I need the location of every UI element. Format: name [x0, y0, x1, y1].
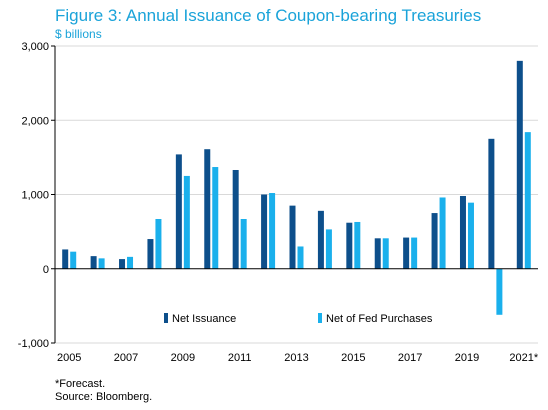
bars [62, 60, 531, 315]
bar-net-of-fed-2014 [325, 229, 332, 269]
bar-net-issuance-2014 [317, 210, 324, 269]
bar-net-issuance-2015 [346, 222, 353, 269]
x-tick-label: 2009 [171, 352, 195, 364]
bar-net-issuance-2019 [459, 195, 466, 269]
bar-net-of-fed-2011 [240, 219, 247, 269]
y-tick-label: 0 [43, 264, 49, 276]
bar-net-issuance-2007 [119, 259, 126, 269]
legend-swatch-net-of-fed [318, 313, 322, 323]
footnote-source: Source: Bloomberg. [55, 391, 153, 403]
axes [51, 45, 538, 344]
y-tick-label: 2,000 [21, 115, 49, 127]
bar-net-of-fed-2010 [212, 167, 219, 269]
x-tick-label: 2021* [509, 352, 538, 364]
x-tick-label: 2015 [341, 352, 365, 364]
bar-net-issuance-2018 [431, 213, 438, 269]
legend-label-net-of-fed: Net of Fed Purchases [326, 313, 433, 325]
legend-swatch-net-issuance [164, 313, 168, 323]
footnote-forecast: *Forecast. [55, 378, 106, 390]
bar-net-issuance-2021 [516, 60, 523, 269]
x-tick-labels: 2005 2007 2009 2011 2013 2015 2017 2019 2021* [57, 352, 539, 364]
y-tick-labels: -1,000 0 1,000 2,000 3,000 [18, 41, 49, 350]
x-tick-label: 2005 [57, 352, 81, 364]
bar-net-of-fed-2006 [98, 258, 105, 269]
bar-net-issuance-2012 [261, 194, 268, 269]
x-tick-label: 2011 [228, 352, 252, 364]
x-tick-label: 2013 [284, 352, 308, 364]
x-tick-label: 2019 [455, 352, 479, 364]
bar-net-of-fed-2020 [496, 268, 503, 315]
bar-net-of-fed-2008 [155, 219, 162, 269]
bar-net-issuance-2006 [90, 256, 97, 269]
bar-net-of-fed-2017 [411, 237, 418, 269]
bar-net-issuance-2009 [175, 154, 182, 269]
bar-net-of-fed-2009 [183, 175, 190, 269]
bar-net-issuance-2013 [289, 205, 296, 269]
legend: Net Issuance Net of Fed Purchases [164, 313, 433, 325]
bar-net-issuance-2010 [204, 149, 211, 269]
bar-net-of-fed-2005 [70, 251, 77, 269]
y-tick-label: 3,000 [21, 41, 49, 53]
bar-net-of-fed-2013 [297, 246, 304, 269]
y-tick-label: -1,000 [18, 338, 49, 350]
bar-net-of-fed-2012 [269, 193, 276, 269]
bar-net-of-fed-2018 [439, 197, 446, 269]
bar-net-issuance-2008 [147, 239, 154, 269]
grid-lines [55, 45, 538, 344]
bar-net-issuance-2005 [62, 249, 69, 269]
bar-net-of-fed-2021 [524, 132, 531, 269]
bar-net-of-fed-2007 [127, 256, 134, 269]
bar-net-of-fed-2019 [467, 202, 474, 269]
bar-net-of-fed-2015 [354, 221, 361, 269]
bar-net-of-fed-2016 [382, 238, 389, 269]
chart-title: Figure 3: Annual Issuance of Coupon-bear… [55, 6, 482, 25]
y-tick-label: 1,000 [21, 190, 49, 202]
bar-net-issuance-2020 [488, 138, 495, 269]
bar-net-issuance-2011 [232, 169, 239, 269]
bar-net-issuance-2016 [374, 238, 381, 269]
chart-subtitle: $ billions [55, 27, 102, 41]
bar-net-issuance-2017 [403, 237, 410, 269]
x-tick-label: 2007 [114, 352, 138, 364]
legend-label-net-issuance: Net Issuance [172, 313, 236, 325]
x-tick-label: 2017 [398, 352, 422, 364]
